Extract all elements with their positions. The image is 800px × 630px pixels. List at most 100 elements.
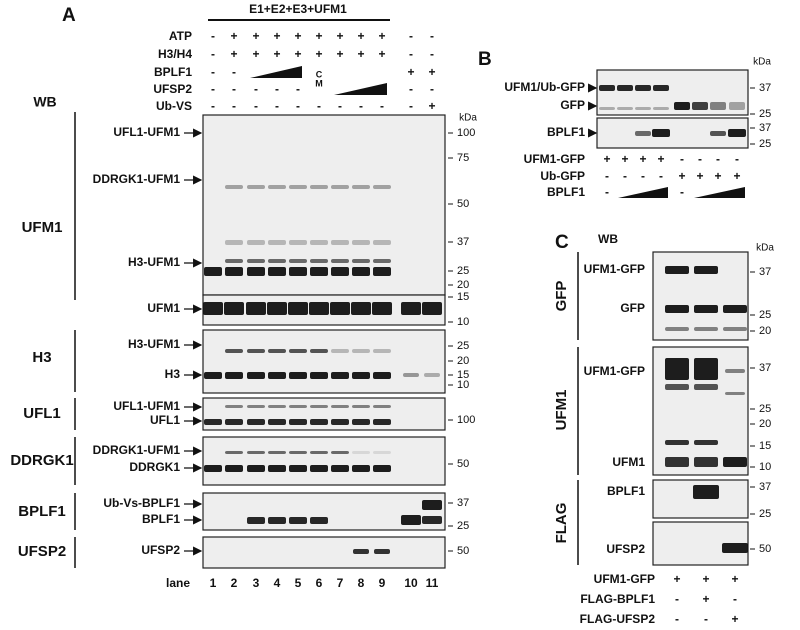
panel-label: B	[478, 49, 492, 70]
condition-mark: -	[680, 152, 684, 166]
band-label: UFL1	[150, 413, 180, 427]
band	[267, 302, 287, 315]
band	[665, 440, 689, 445]
lane-number: 7	[337, 576, 344, 590]
kda-label: 37	[457, 497, 469, 509]
band-label: Ub-Vs-BPLF1	[103, 496, 180, 510]
kda-label: 20	[759, 418, 771, 430]
condition-mark: +	[678, 169, 685, 183]
kda-label: 37	[759, 481, 771, 493]
band	[635, 85, 651, 91]
condition-mark: -	[211, 82, 215, 96]
condition-mark: +	[230, 47, 237, 61]
band	[353, 549, 369, 554]
condition-mark: +	[603, 152, 610, 166]
kda-label: 20	[457, 355, 469, 367]
band	[225, 419, 243, 425]
kda-label: 37	[759, 266, 771, 278]
condition-label: UFSP2	[153, 82, 192, 96]
condition-label: FLAG-UFSP2	[580, 612, 656, 626]
blot	[202, 397, 446, 431]
band-label: H3-UFM1	[128, 337, 180, 351]
band	[723, 305, 747, 313]
condition-mark: -	[296, 82, 300, 96]
band	[204, 419, 222, 425]
condition-mark: +	[733, 169, 740, 183]
band	[725, 392, 745, 395]
blot	[202, 329, 446, 394]
condition-mark: -	[211, 65, 215, 79]
condition-mark: -	[232, 65, 236, 79]
condition-mark: M	[315, 78, 323, 88]
band-label: UFL1-UFM1	[113, 125, 180, 139]
condition-mark: +	[315, 47, 322, 61]
band	[289, 405, 307, 408]
condition-mark: +	[230, 29, 237, 43]
band	[331, 405, 349, 408]
band	[352, 349, 370, 353]
band	[331, 349, 349, 353]
condition-mark: +	[673, 572, 680, 586]
lane-label: lane	[166, 576, 190, 590]
band	[289, 419, 307, 425]
condition-mark: -	[211, 29, 215, 43]
band	[204, 465, 222, 472]
band	[723, 457, 747, 467]
band	[728, 129, 746, 137]
condition-mark: -	[296, 99, 300, 113]
kda-label: 25	[759, 108, 771, 120]
band	[310, 405, 328, 408]
band-label: UFM1	[612, 455, 645, 469]
band	[331, 372, 349, 379]
band-label: UFM1-GFP	[584, 364, 645, 378]
condition-mark: +	[378, 47, 385, 61]
band	[310, 240, 328, 245]
band	[372, 302, 392, 315]
band	[710, 131, 726, 136]
condition-mark: -	[430, 47, 434, 61]
band	[289, 372, 307, 379]
band	[693, 485, 719, 499]
band	[268, 185, 286, 189]
band-label: UFM1/Ub-GFP	[504, 80, 585, 94]
condition-mark: +	[731, 612, 738, 626]
band	[331, 451, 349, 454]
antibody-label: UFM1	[22, 219, 63, 236]
condition-mark: C	[316, 69, 323, 79]
band	[247, 349, 265, 353]
band	[373, 451, 391, 454]
wb-label: WB	[598, 232, 618, 246]
kda-label: 37	[759, 82, 771, 94]
condition-mark: +	[378, 29, 385, 43]
band	[289, 240, 307, 245]
band	[289, 451, 307, 454]
band	[310, 451, 328, 454]
condition-mark: -	[338, 99, 342, 113]
condition-mark: -	[380, 99, 384, 113]
band	[373, 267, 391, 276]
kda-label: 37	[759, 362, 771, 374]
band	[352, 267, 370, 276]
kda-label: 25	[759, 403, 771, 415]
band	[725, 369, 745, 373]
band	[352, 465, 370, 472]
lane-number: 8	[358, 576, 365, 590]
band	[665, 266, 689, 274]
band	[310, 372, 328, 379]
band	[722, 543, 748, 553]
band	[310, 465, 328, 472]
band	[352, 405, 370, 408]
lane-number: 1	[210, 576, 217, 590]
kda-label: 25	[759, 138, 771, 150]
condition-mark: -	[275, 82, 279, 96]
lane-number: 6	[316, 576, 323, 590]
band-label: DDRGK1	[129, 460, 180, 474]
kda-label: 50	[457, 198, 469, 210]
band	[352, 240, 370, 245]
band	[723, 327, 747, 331]
band	[424, 373, 440, 377]
condition-mark: +	[702, 572, 709, 586]
antibody-label: FLAG	[553, 503, 570, 544]
